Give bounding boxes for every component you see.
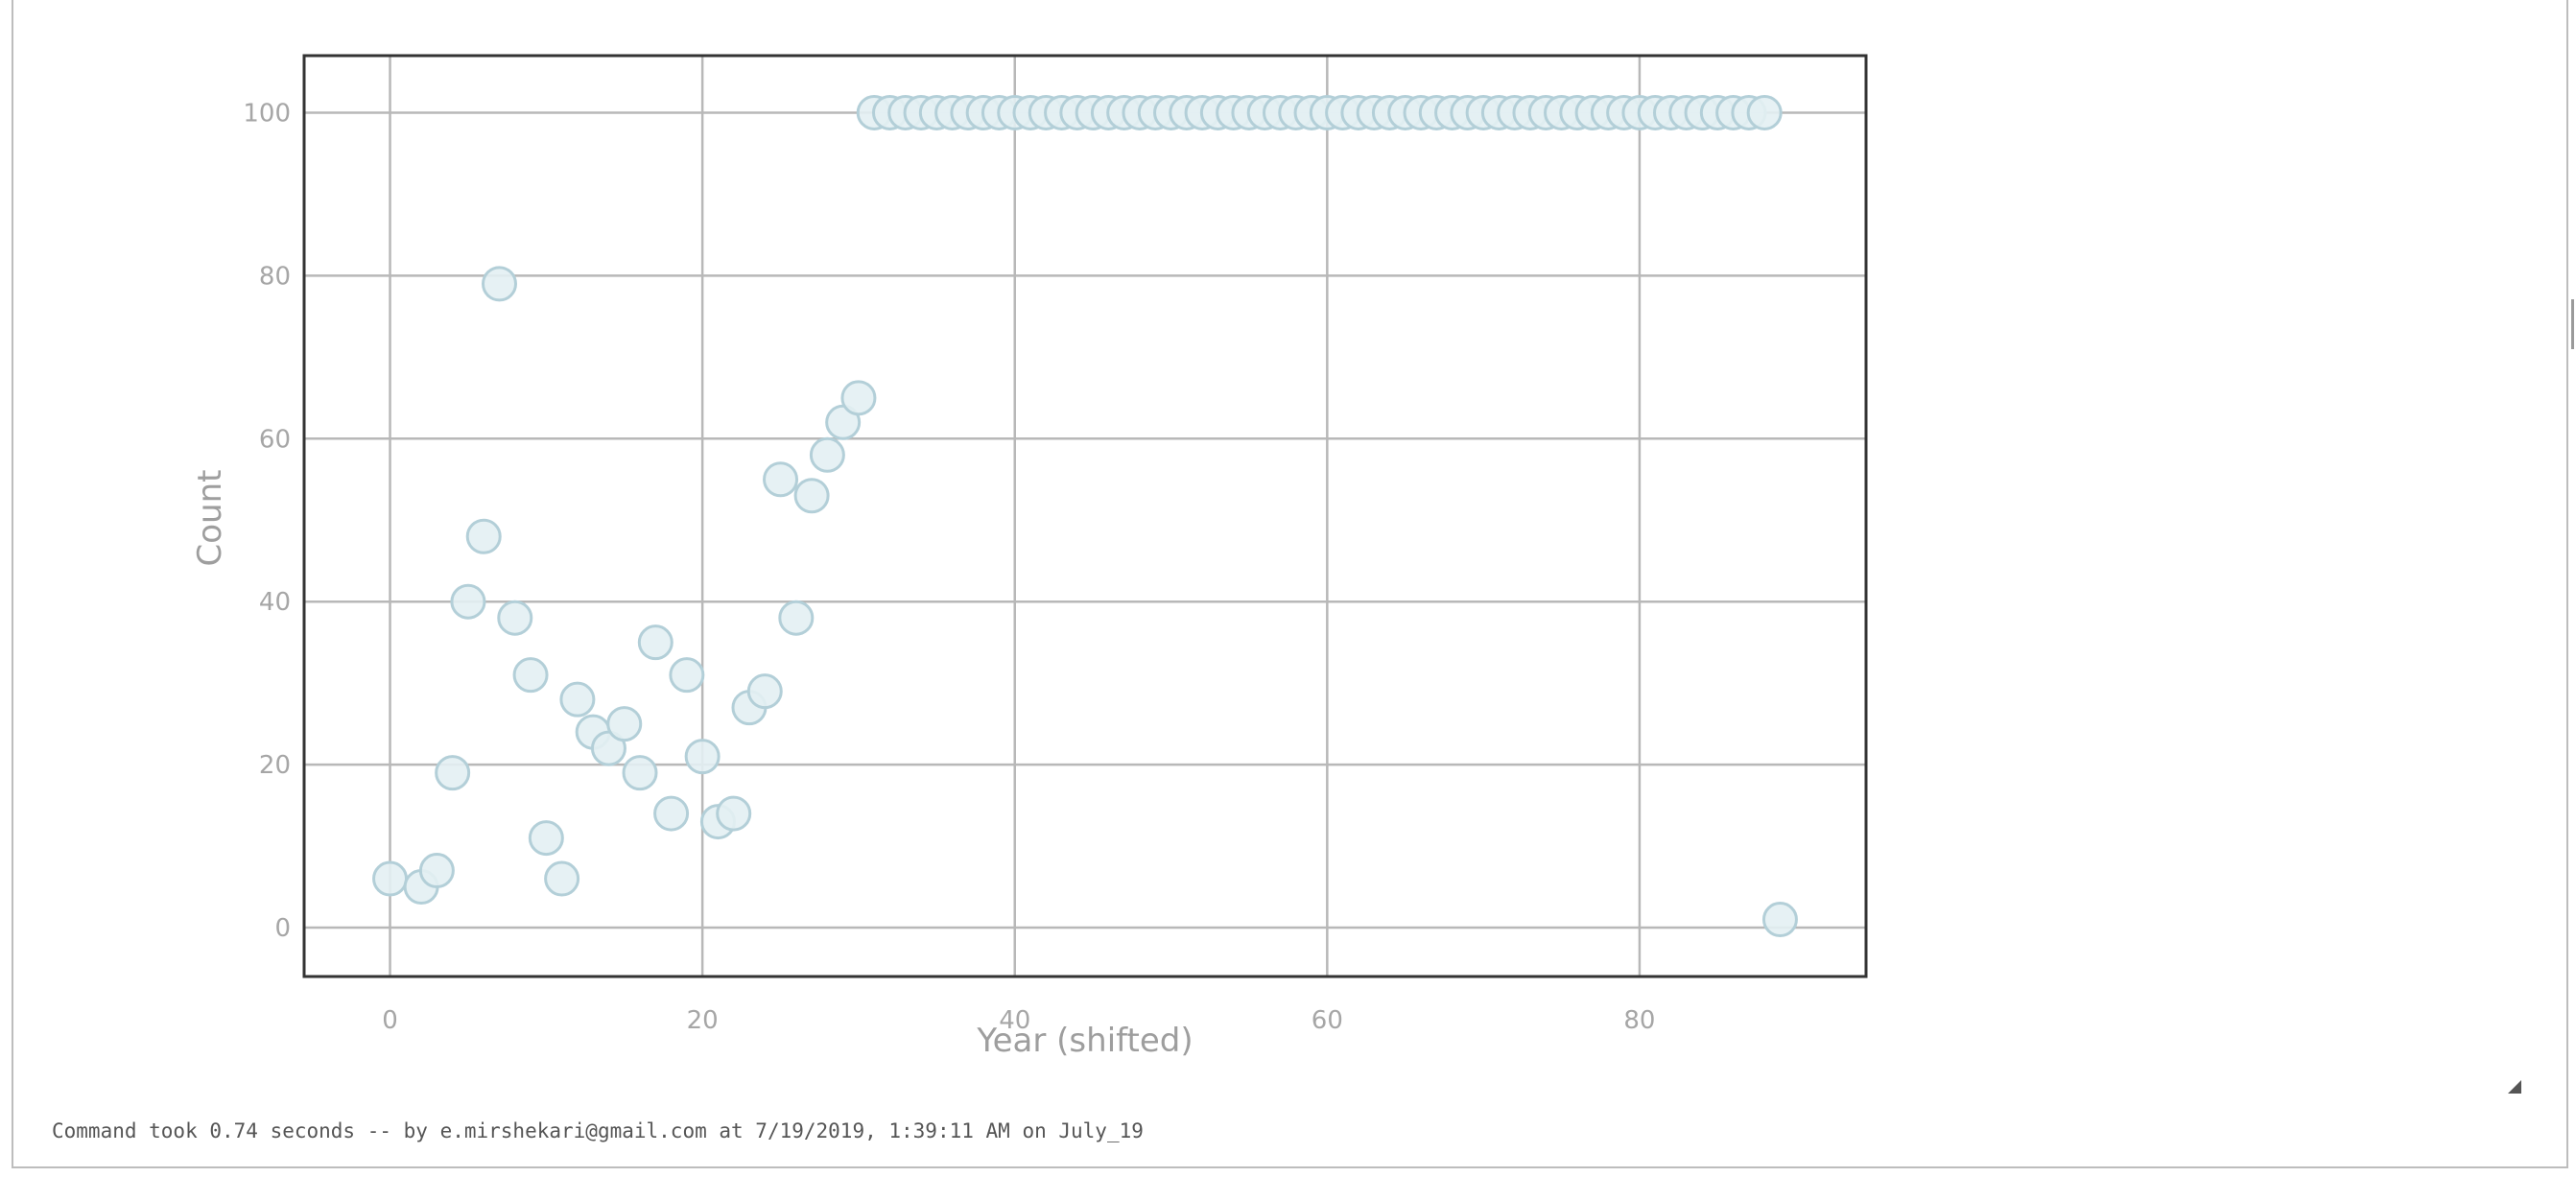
data-point xyxy=(450,583,486,620)
data-point xyxy=(763,461,799,498)
data-point xyxy=(746,673,783,710)
command-status-text: Command took 0.74 seconds -- by e.mirshe… xyxy=(52,1119,1144,1142)
x-axis-label: Year (shifted) xyxy=(976,1022,1193,1060)
data-point xyxy=(1746,94,1783,130)
data-point xyxy=(372,860,409,897)
y-axis-label: Count xyxy=(191,470,229,567)
data-point xyxy=(778,600,815,636)
data-point xyxy=(606,706,643,742)
data-points xyxy=(372,94,1798,938)
x-tick-label: 60 xyxy=(1312,1006,1343,1035)
data-point xyxy=(559,681,596,718)
y-tick-label: 20 xyxy=(259,751,291,780)
y-tick-label: 80 xyxy=(259,262,291,291)
y-tick-label: 0 xyxy=(274,914,291,943)
data-point xyxy=(793,478,830,514)
y-tick-label: 60 xyxy=(259,425,291,454)
data-point xyxy=(622,755,658,791)
data-point xyxy=(716,795,752,832)
data-point xyxy=(684,739,721,775)
data-point xyxy=(544,860,580,897)
data-point xyxy=(465,518,502,554)
data-point xyxy=(669,657,705,694)
plot-area-frame xyxy=(302,54,1868,978)
data-point xyxy=(653,795,690,832)
x-tick-label: 20 xyxy=(687,1006,719,1035)
y-tick-label: 40 xyxy=(259,588,291,617)
data-point xyxy=(528,820,564,857)
resize-handle-icon[interactable] xyxy=(2504,1076,2523,1095)
x-tick-label: 0 xyxy=(382,1006,398,1035)
x-tick-label: 80 xyxy=(1623,1006,1655,1035)
data-point xyxy=(482,266,517,302)
data-point xyxy=(840,380,877,416)
data-point xyxy=(497,600,533,636)
data-point xyxy=(1761,902,1798,938)
data-point xyxy=(512,657,549,694)
data-point xyxy=(418,853,455,889)
grid-lines xyxy=(304,56,1866,977)
y-tick-label: 100 xyxy=(243,99,291,128)
data-point xyxy=(637,624,674,661)
data-point xyxy=(809,436,845,473)
data-point xyxy=(435,755,471,791)
scrollbar-handle[interactable] xyxy=(2571,299,2574,349)
x-axis-ticks: 0 20 40 60 80 xyxy=(382,1006,1655,1035)
x-tick-label: 40 xyxy=(999,1006,1030,1035)
y-axis-ticks: 0 20 40 60 80 100 xyxy=(243,99,291,943)
notebook-cell-output xyxy=(12,0,2568,1168)
